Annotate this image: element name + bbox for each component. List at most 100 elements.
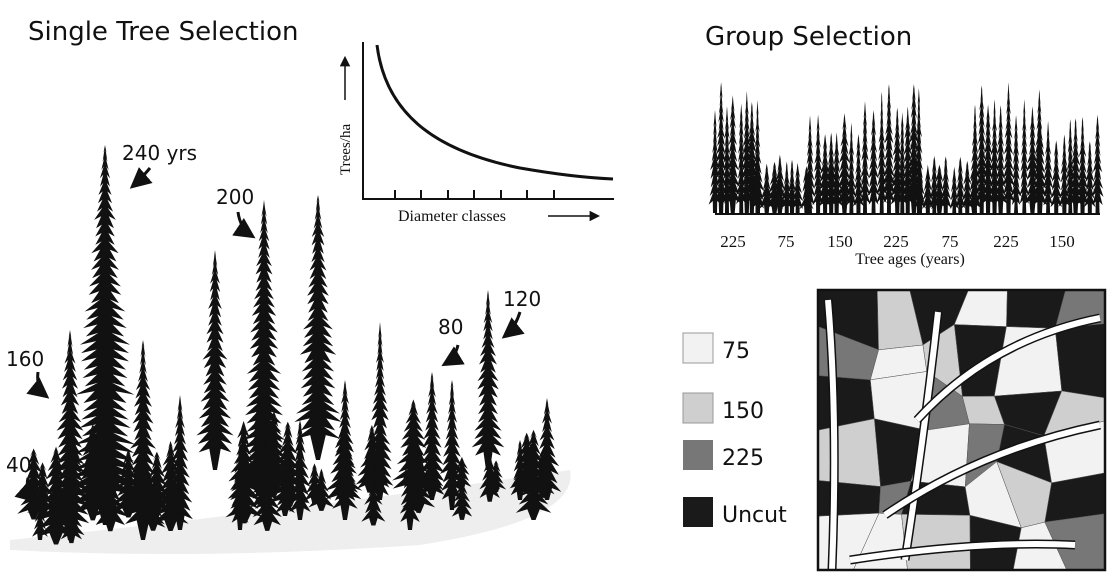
age-label: 240 yrs bbox=[122, 141, 197, 165]
tree bbox=[723, 95, 742, 213]
age-label: 225 bbox=[883, 232, 909, 251]
stand-map bbox=[816, 288, 1107, 572]
tree bbox=[929, 155, 940, 213]
tree bbox=[993, 105, 1009, 213]
tree bbox=[1091, 114, 1104, 213]
title: Group Selection bbox=[705, 22, 912, 52]
tree bbox=[846, 122, 857, 213]
age-label: 160 bbox=[6, 347, 44, 371]
tree bbox=[969, 104, 981, 213]
age-label: 150 bbox=[827, 232, 853, 251]
tree bbox=[392, 399, 435, 497]
tree bbox=[242, 200, 286, 470]
age-label: 75 bbox=[942, 232, 959, 251]
tree bbox=[125, 437, 159, 516]
tree bbox=[419, 444, 445, 500]
tree bbox=[905, 84, 923, 214]
stand-patch bbox=[817, 480, 881, 517]
tree bbox=[771, 154, 788, 213]
tree bbox=[1010, 115, 1022, 213]
road bbox=[883, 422, 1101, 518]
tree-illustration bbox=[10, 145, 571, 554]
tree bbox=[27, 462, 58, 518]
legend-label: 225 bbox=[722, 446, 764, 471]
age-label: 225 bbox=[993, 232, 1019, 251]
tree bbox=[836, 113, 853, 213]
tree bbox=[939, 156, 952, 213]
tree bbox=[781, 161, 793, 213]
road bbox=[914, 315, 1101, 423]
tree bbox=[60, 496, 83, 544]
tree bbox=[961, 160, 974, 213]
forest-profile bbox=[708, 82, 1104, 214]
tree bbox=[804, 115, 816, 213]
tree bbox=[799, 166, 814, 213]
tree bbox=[751, 157, 765, 213]
road bbox=[849, 541, 1076, 563]
age-label: 120 bbox=[503, 287, 541, 311]
map-border bbox=[816, 288, 1107, 572]
tree bbox=[735, 103, 747, 213]
title: Single Tree Selection bbox=[28, 17, 298, 47]
tree bbox=[471, 290, 505, 470]
road bbox=[902, 311, 941, 561]
tree bbox=[1050, 140, 1063, 213]
axis-label: Tree ages (years) bbox=[855, 251, 965, 268]
tree bbox=[356, 446, 383, 493]
tree bbox=[452, 456, 472, 490]
age-axis: 225 75 150 225 75 225 150 Tree ages (yea… bbox=[715, 213, 1100, 268]
tree bbox=[981, 104, 995, 213]
legend: 75 150 225 Uncut bbox=[682, 332, 787, 528]
tree bbox=[32, 500, 48, 540]
inset-chart: Diameter classes Trees/ha bbox=[338, 42, 614, 225]
tree bbox=[921, 164, 934, 213]
tree bbox=[141, 451, 173, 518]
tree bbox=[785, 159, 799, 213]
legend-label: Uncut bbox=[722, 503, 787, 528]
tree bbox=[913, 159, 927, 213]
tree bbox=[975, 85, 988, 213]
tree bbox=[57, 434, 88, 503]
tree bbox=[255, 411, 293, 497]
age-label: 80 bbox=[438, 315, 463, 339]
age-label: 75 bbox=[778, 232, 795, 251]
legend-label: 150 bbox=[722, 399, 764, 424]
tree bbox=[876, 91, 888, 213]
tree bbox=[304, 463, 325, 505]
tree bbox=[739, 91, 754, 213]
tree bbox=[1001, 82, 1016, 213]
tree bbox=[1075, 116, 1090, 213]
tree bbox=[294, 195, 342, 460]
tree bbox=[1068, 118, 1083, 213]
tree bbox=[91, 452, 129, 532]
road bbox=[825, 299, 838, 571]
tree bbox=[196, 250, 234, 470]
tree bbox=[949, 166, 959, 213]
age-label: 225 bbox=[720, 232, 746, 251]
tree bbox=[867, 109, 880, 213]
tree bbox=[252, 459, 282, 531]
age-label: 40 bbox=[6, 453, 31, 477]
age-annotations: 240 yrs 200 160 120 80 40 bbox=[6, 141, 541, 503]
stand-patch bbox=[1054, 323, 1106, 399]
tree bbox=[930, 164, 948, 213]
tree bbox=[50, 330, 90, 540]
tree bbox=[1019, 99, 1030, 213]
tree bbox=[67, 145, 143, 525]
tree bbox=[1032, 116, 1048, 213]
tree bbox=[897, 111, 908, 213]
age-label: 200 bbox=[216, 185, 254, 209]
tree bbox=[765, 161, 784, 213]
tree bbox=[714, 82, 729, 213]
tree bbox=[708, 110, 722, 213]
tree bbox=[955, 156, 966, 213]
tree bbox=[744, 102, 760, 213]
tree bbox=[140, 491, 166, 531]
tree bbox=[152, 440, 189, 531]
tree bbox=[361, 479, 386, 526]
tree bbox=[532, 398, 562, 500]
axis-label: Diameter classes bbox=[398, 208, 506, 225]
tree bbox=[792, 162, 804, 213]
age-label: 150 bbox=[1049, 232, 1075, 251]
